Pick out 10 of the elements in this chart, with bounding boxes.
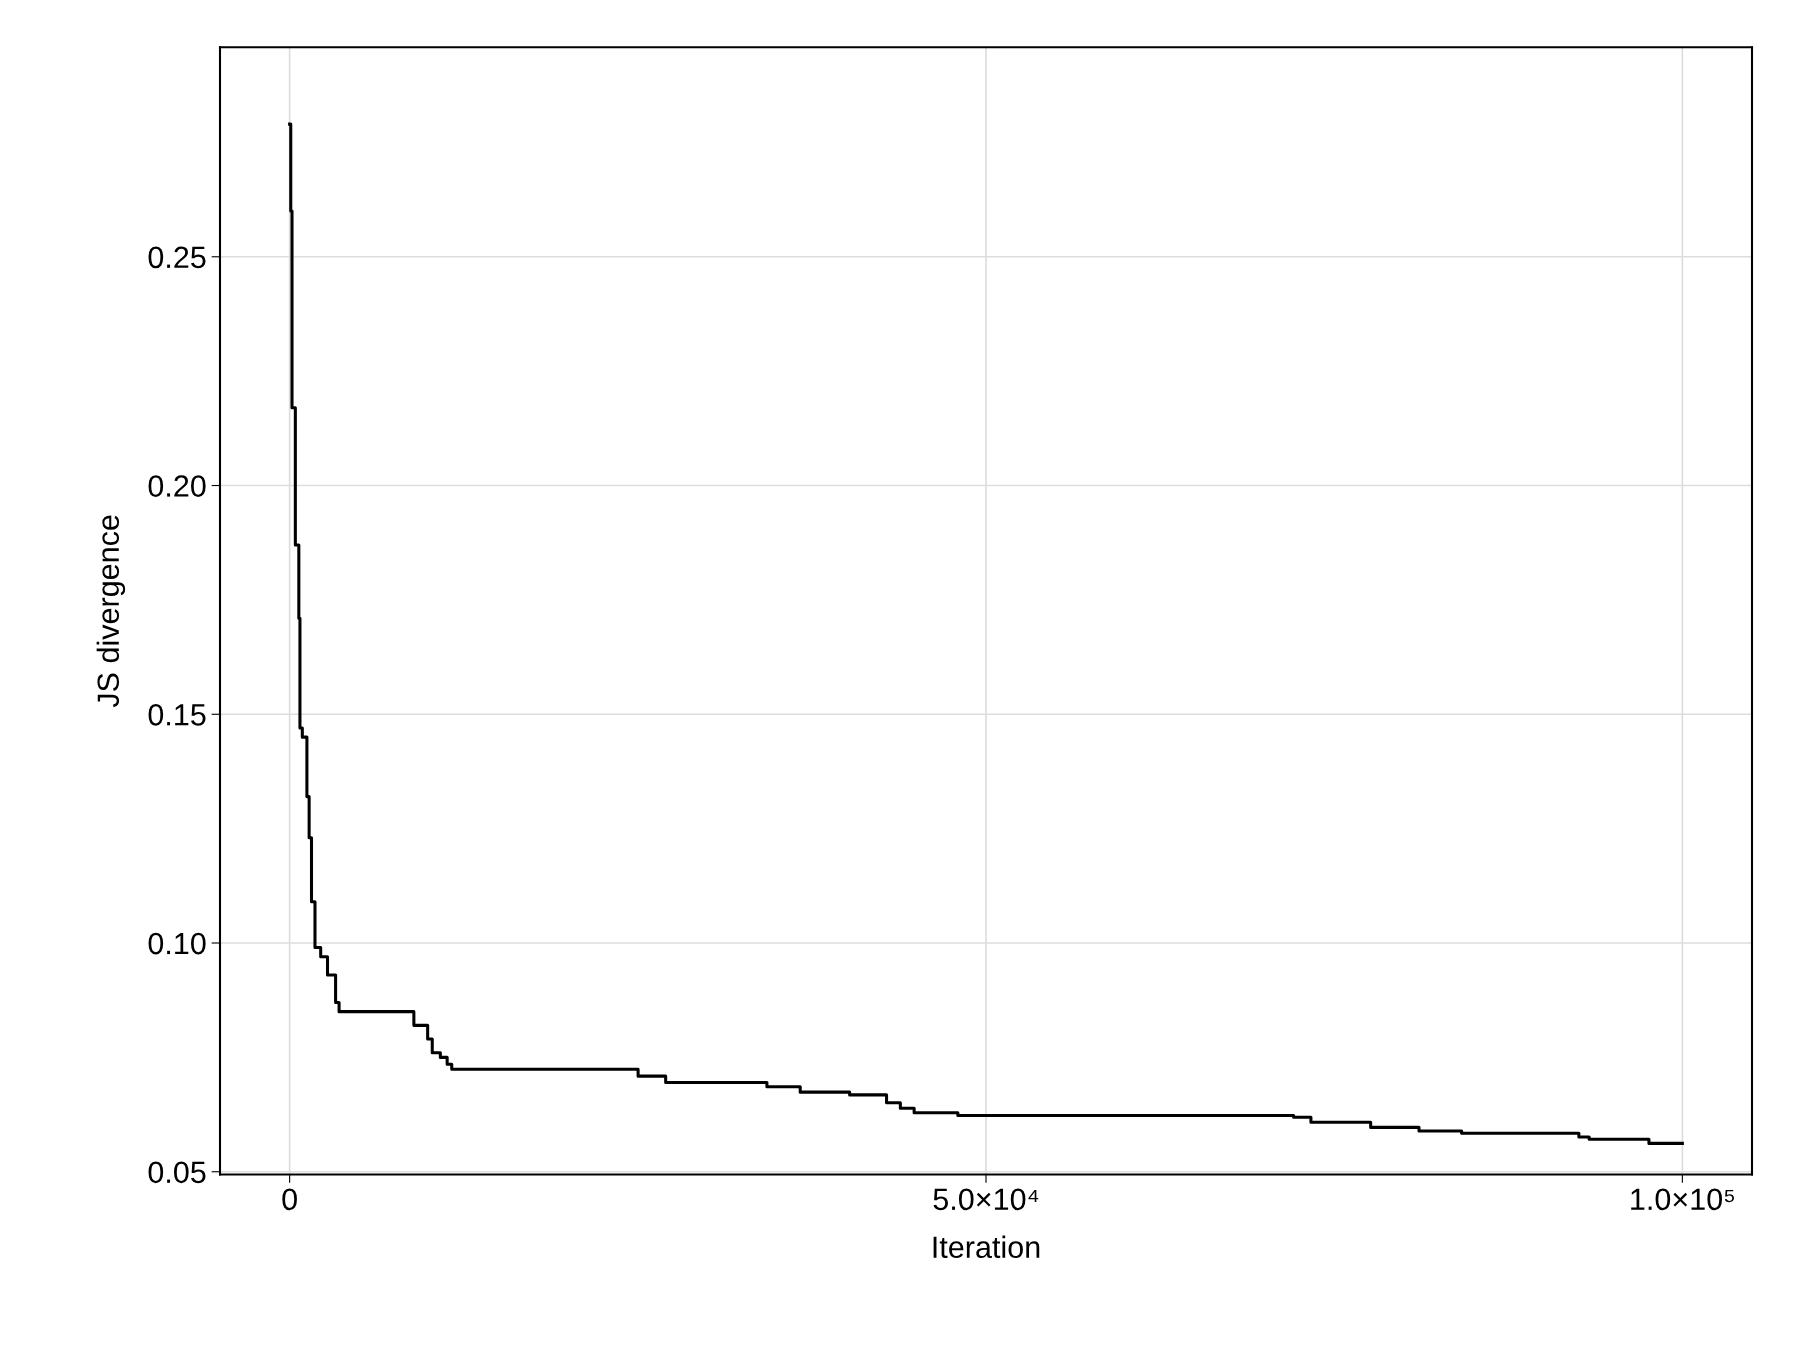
y-tick-label: 0.25 [148, 246, 206, 269]
y-tick-label: 0.15 [148, 704, 206, 726]
y-axis-title: JS divergence [96, 515, 126, 708]
x-tick-label: 0 [282, 1188, 297, 1211]
y-tick-label: 0.05 [148, 1161, 206, 1184]
x-tick-label: 1.0×10⁵ [1631, 1188, 1734, 1211]
x-axis-title: Iteration [933, 1235, 1040, 1259]
x-tick-label: 5.0×10⁴ [933, 1188, 1039, 1211]
y-tick-label: 0.20 [148, 475, 206, 497]
y-tick-label: 0.10 [148, 932, 206, 955]
